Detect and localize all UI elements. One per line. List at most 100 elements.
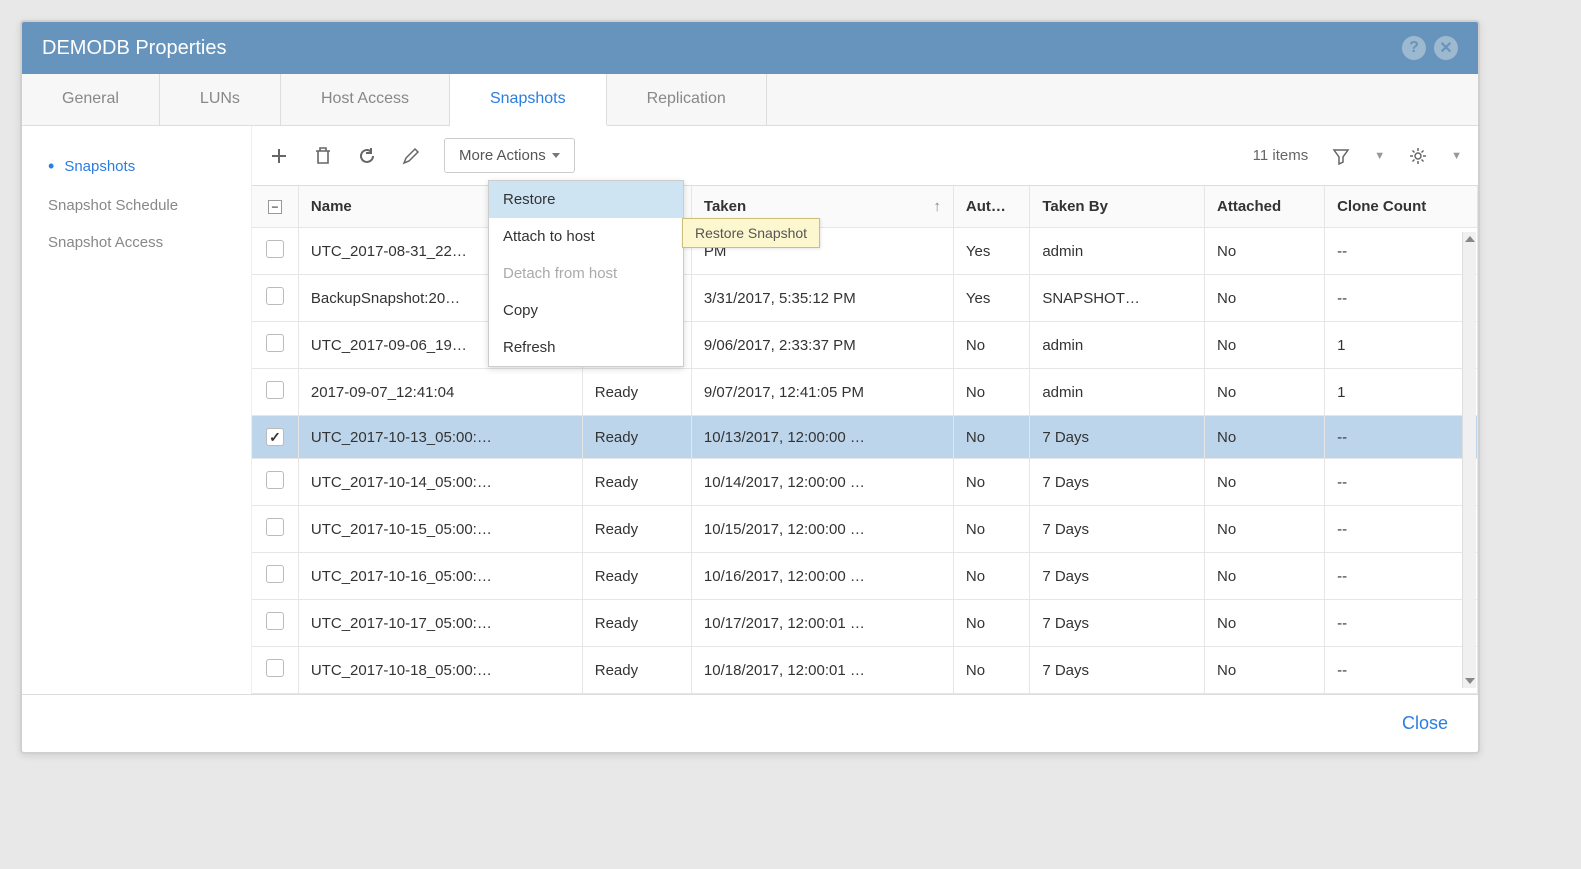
- cell-taken-by: SNAPSHOT…: [1030, 275, 1205, 322]
- scroll-down-icon[interactable]: [1465, 678, 1475, 684]
- filter-caret[interactable]: ▼: [1374, 150, 1385, 162]
- menu-item-attach-to-host[interactable]: Attach to host: [489, 218, 683, 255]
- menu-item-copy[interactable]: Copy: [489, 292, 683, 329]
- row-checkbox-cell[interactable]: [252, 322, 298, 369]
- cell-attached: No: [1205, 647, 1325, 694]
- table-row[interactable]: UTC_2017-10-15_05:00:…Ready10/15/2017, 1…: [252, 506, 1478, 553]
- row-checkbox-cell[interactable]: [252, 416, 298, 459]
- cell-taken: 10/17/2017, 12:00:01 …: [691, 600, 953, 647]
- cell-state: Ready: [582, 416, 691, 459]
- cell-clone-count: --: [1325, 275, 1478, 322]
- cell-attached: No: [1205, 228, 1325, 275]
- table-row[interactable]: 2017-09-07_12:41:04Ready9/07/2017, 12:41…: [252, 369, 1478, 416]
- row-checkbox[interactable]: [266, 287, 284, 305]
- sidebar-item-snapshot-access[interactable]: Snapshot Access: [42, 224, 241, 261]
- help-icon[interactable]: ?: [1402, 36, 1426, 60]
- cell-taken-by: 7 Days: [1030, 416, 1205, 459]
- header-clone-count[interactable]: Clone Count: [1325, 186, 1478, 228]
- cell-auto: No: [953, 322, 1029, 369]
- tab-replication[interactable]: Replication: [607, 74, 767, 125]
- tab-snapshots[interactable]: Snapshots: [450, 74, 607, 126]
- edit-icon[interactable]: [400, 145, 422, 167]
- close-icon[interactable]: ✕: [1434, 36, 1458, 60]
- menu-item-refresh[interactable]: Refresh: [489, 329, 683, 366]
- gear-caret[interactable]: ▼: [1451, 150, 1462, 162]
- sort-asc-icon: ↑: [933, 198, 941, 215]
- row-checkbox-cell[interactable]: [252, 459, 298, 506]
- row-checkbox-cell[interactable]: [252, 506, 298, 553]
- delete-icon[interactable]: [312, 145, 334, 167]
- row-checkbox-cell[interactable]: [252, 553, 298, 600]
- add-icon[interactable]: [268, 145, 290, 167]
- cell-auto: No: [953, 506, 1029, 553]
- row-checkbox-cell[interactable]: [252, 600, 298, 647]
- titlebar: DEMODB Properties ? ✕: [22, 22, 1478, 74]
- row-checkbox[interactable]: [266, 381, 284, 399]
- item-count: 11 items: [1253, 147, 1309, 164]
- cell-attached: No: [1205, 506, 1325, 553]
- cell-taken: 9/06/2017, 2:33:37 PM: [691, 322, 953, 369]
- row-checkbox-cell[interactable]: [252, 228, 298, 275]
- sidebar-item-snapshot-schedule[interactable]: Snapshot Schedule: [42, 187, 241, 224]
- vertical-scrollbar[interactable]: [1462, 232, 1476, 688]
- row-checkbox[interactable]: [266, 240, 284, 258]
- tab-luns[interactable]: LUNs: [160, 74, 281, 125]
- table-row[interactable]: BackupSnapshot:20…3/31/2017, 5:35:12 PMY…: [252, 275, 1478, 322]
- row-checkbox[interactable]: [266, 612, 284, 630]
- gear-icon[interactable]: [1407, 145, 1429, 167]
- refresh-icon[interactable]: [356, 145, 378, 167]
- cell-name: UTC_2017-10-17_05:00:…: [298, 600, 582, 647]
- cell-name: UTC_2017-10-18_05:00:…: [298, 647, 582, 694]
- filter-icon[interactable]: [1330, 145, 1352, 167]
- more-actions-button[interactable]: More Actions: [444, 138, 575, 173]
- header-attached[interactable]: Attached: [1205, 186, 1325, 228]
- header-select-all[interactable]: −: [252, 186, 298, 228]
- cell-attached: No: [1205, 600, 1325, 647]
- table-row[interactable]: UTC_2017-10-17_05:00:…Ready10/17/2017, 1…: [252, 600, 1478, 647]
- row-checkbox[interactable]: [266, 659, 284, 677]
- row-checkbox[interactable]: [266, 518, 284, 536]
- cell-state: Ready: [582, 553, 691, 600]
- table-row[interactable]: UTC_2017-09-06_19…9/06/2017, 2:33:37 PMN…: [252, 322, 1478, 369]
- table-row[interactable]: UTC_2017-08-31_22…PMYesadminNo--: [252, 228, 1478, 275]
- menu-item-restore[interactable]: Restore: [489, 181, 683, 218]
- restore-tooltip: Restore Snapshot: [682, 218, 820, 248]
- cell-taken-by: 7 Days: [1030, 553, 1205, 600]
- table-row[interactable]: UTC_2017-10-16_05:00:…Ready10/16/2017, 1…: [252, 553, 1478, 600]
- tab-general[interactable]: General: [22, 74, 160, 125]
- cell-state: Ready: [582, 459, 691, 506]
- table-row[interactable]: UTC_2017-10-14_05:00:…Ready10/14/2017, 1…: [252, 459, 1478, 506]
- toolbar: More Actions 11 items ▼ ▼: [252, 126, 1478, 185]
- cell-clone-count: --: [1325, 647, 1478, 694]
- cell-clone-count: 1: [1325, 322, 1478, 369]
- cell-name: 2017-09-07_12:41:04: [298, 369, 582, 416]
- row-checkbox[interactable]: [266, 334, 284, 352]
- cell-attached: No: [1205, 369, 1325, 416]
- tab-host-access[interactable]: Host Access: [281, 74, 450, 125]
- table-row[interactable]: UTC_2017-10-13_05:00:…Ready10/13/2017, 1…: [252, 416, 1478, 459]
- cell-auto: No: [953, 600, 1029, 647]
- close-button[interactable]: Close: [1402, 713, 1448, 734]
- row-checkbox-cell[interactable]: [252, 369, 298, 416]
- cell-clone-count: --: [1325, 506, 1478, 553]
- row-checkbox[interactable]: [266, 565, 284, 583]
- header-taken-by[interactable]: Taken By: [1030, 186, 1205, 228]
- cell-taken-by: admin: [1030, 322, 1205, 369]
- scroll-up-icon[interactable]: [1465, 236, 1475, 242]
- cell-taken-by: 7 Days: [1030, 506, 1205, 553]
- sidebar-item-snapshots[interactable]: Snapshots: [42, 146, 241, 187]
- cell-taken-by: 7 Days: [1030, 459, 1205, 506]
- cell-taken: 3/31/2017, 5:35:12 PM: [691, 275, 953, 322]
- snapshots-table: − Name State Taken↑ Aut… Taken By Attach…: [252, 186, 1478, 694]
- cell-name: UTC_2017-10-15_05:00:…: [298, 506, 582, 553]
- cell-taken-by: 7 Days: [1030, 647, 1205, 694]
- header-auto[interactable]: Aut…: [953, 186, 1029, 228]
- cell-auto: No: [953, 553, 1029, 600]
- cell-state: Ready: [582, 506, 691, 553]
- table-row[interactable]: UTC_2017-10-18_05:00:…Ready10/18/2017, 1…: [252, 647, 1478, 694]
- row-checkbox-cell[interactable]: [252, 647, 298, 694]
- row-checkbox-cell[interactable]: [252, 275, 298, 322]
- row-checkbox[interactable]: [266, 471, 284, 489]
- cell-taken-by: admin: [1030, 228, 1205, 275]
- row-checkbox[interactable]: [266, 428, 284, 446]
